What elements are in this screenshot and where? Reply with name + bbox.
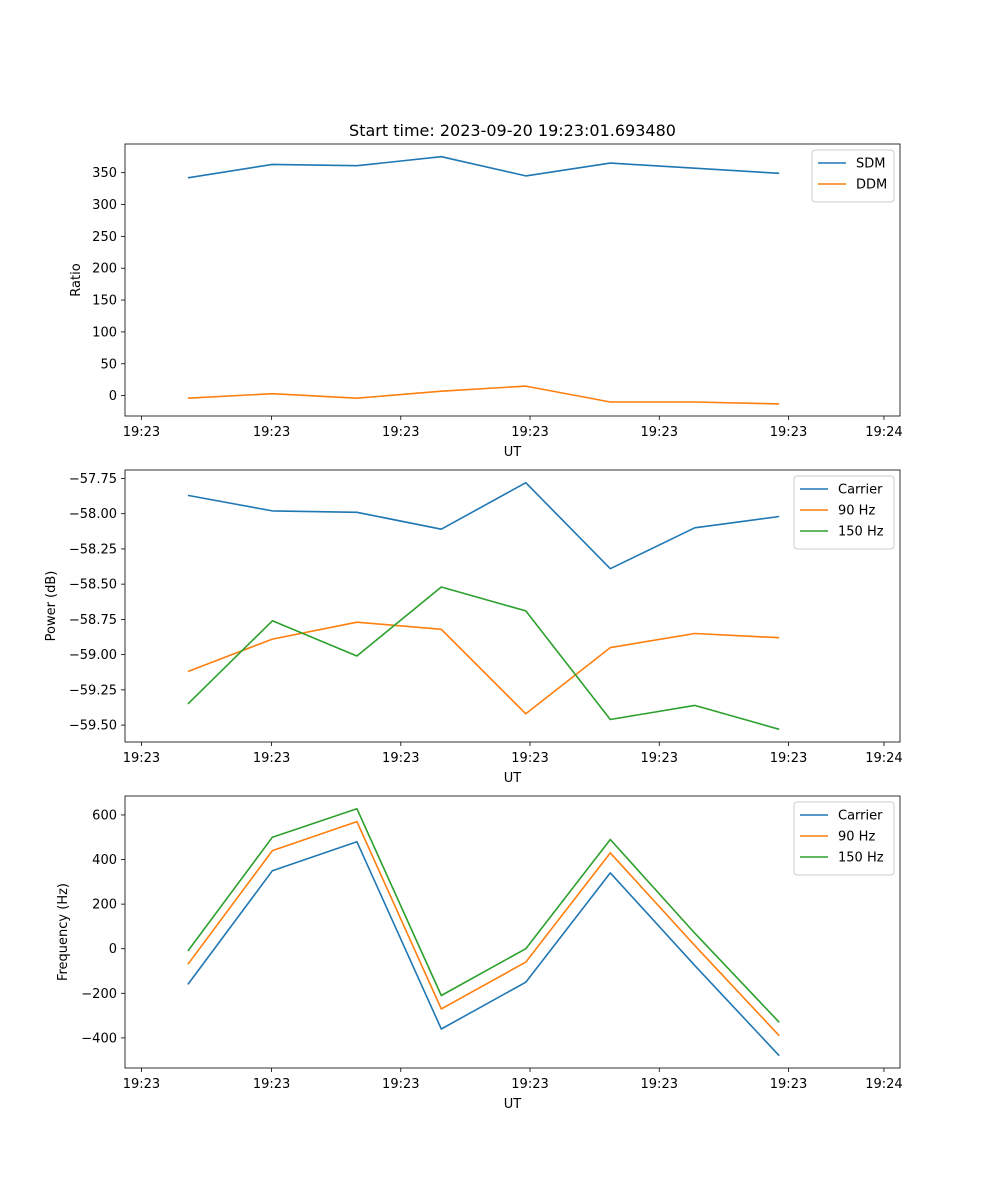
y-tick-label: 0 [109, 389, 117, 404]
x-tick-label: 19:23 [511, 425, 548, 440]
axes-frame [124, 469, 901, 743]
y-tick-label: 250 [92, 230, 117, 245]
x-axis-label: UT [504, 445, 522, 460]
y-tick-label: 350 [92, 166, 117, 181]
subplot-1: Start time: 2023-09-20 19:23:01.693480 19… [69, 121, 903, 460]
y-tick-label: 50 [100, 357, 117, 372]
y-tick-label: −58.75 [69, 613, 117, 628]
x-tick-label: 19:23 [641, 1077, 678, 1092]
x-axis-label: UT [504, 1097, 522, 1112]
y-tick-label: 150 [92, 294, 117, 309]
legend-label: Carrier [838, 483, 883, 498]
x-tick-label: 19:23 [770, 425, 807, 440]
y-tick-label: −200 [81, 987, 117, 1002]
series-line-90-hz [187, 621, 780, 715]
x-tick-label: 19:23 [123, 1077, 160, 1092]
y-tick-label: −58.00 [69, 507, 117, 522]
legend-label: 150 Hz [838, 525, 884, 540]
series-line-carrier [187, 481, 780, 570]
y-tick-label: −57.75 [69, 472, 117, 487]
legend: Carrier 90 Hz 150 Hz [793, 475, 895, 550]
x-tick-label: 19:23 [770, 1077, 807, 1092]
y-tick-label: −59.50 [69, 719, 117, 734]
chart-title: Start time: 2023-09-20 19:23:01.693480 [349, 121, 676, 140]
y-tick-label: 0 [109, 942, 117, 957]
y-tick-label: −58.25 [69, 542, 117, 557]
x-tick-label: 19:23 [641, 425, 678, 440]
y-axis-label: Ratio [69, 263, 84, 296]
y-tick-label: −59.25 [69, 683, 117, 698]
legend-label: 150 Hz [838, 851, 884, 866]
legend-label: SDM [856, 157, 885, 172]
x-tick-label: 19:23 [641, 751, 678, 766]
x-tick-label: 19:23 [511, 751, 548, 766]
legend-label: 90 Hz [838, 830, 875, 845]
x-tick-label: 19:24 [865, 1077, 902, 1092]
series-line-carrier [187, 840, 780, 1057]
y-tick-label: 200 [92, 898, 117, 913]
legend-label: Carrier [838, 809, 883, 824]
y-tick-label: 400 [92, 853, 117, 868]
x-tick-label: 19:23 [382, 1077, 419, 1092]
y-tick-label: 100 [92, 325, 117, 340]
y-tick-label: −400 [81, 1031, 117, 1046]
y-tick-label: −59.00 [69, 648, 117, 663]
x-tick-label: 19:24 [865, 751, 902, 766]
legend: SDM DDM [811, 149, 895, 203]
x-tick-label: 19:23 [511, 1077, 548, 1092]
legend-label: 90 Hz [838, 504, 875, 519]
axes-frame [124, 143, 901, 417]
x-tick-label: 19:23 [253, 751, 290, 766]
x-tick-label: 19:23 [253, 1077, 290, 1092]
x-tick-label: 19:23 [123, 425, 160, 440]
x-axis-label: UT [504, 771, 522, 786]
y-tick-label: 600 [92, 808, 117, 823]
x-tick-label: 19:23 [382, 425, 419, 440]
x-tick-label: 19:23 [123, 751, 160, 766]
x-tick-label: 19:23 [253, 425, 290, 440]
y-axis-label: Power (dB) [44, 571, 59, 642]
series-line-90-hz [187, 820, 780, 1037]
subplot-2: 19:23 19:23 19:23 19:23 19:23 19:23 19:24 UT −59… [44, 469, 903, 786]
x-tick-label: 19:23 [382, 751, 419, 766]
legend-label: DDM [856, 178, 887, 193]
series-line-sdm [187, 155, 780, 179]
y-tick-label: 300 [92, 198, 117, 213]
y-axis-label: Frequency (Hz) [56, 883, 71, 981]
x-tick-label: 19:23 [770, 751, 807, 766]
legend: Carrier 90 Hz 150 Hz [793, 801, 895, 876]
series-line-150-hz [187, 807, 780, 1023]
axes-frame [124, 795, 901, 1069]
series-line-ddm [187, 385, 780, 405]
y-tick-label: −58.50 [69, 578, 117, 593]
x-tick-label: 19:24 [865, 425, 902, 440]
series-line-150-hz [187, 586, 780, 731]
y-tick-label: 200 [92, 262, 117, 277]
subplot-3: 19:23 19:23 19:23 19:23 19:23 19:23 19:24 UT −40… [56, 795, 903, 1112]
